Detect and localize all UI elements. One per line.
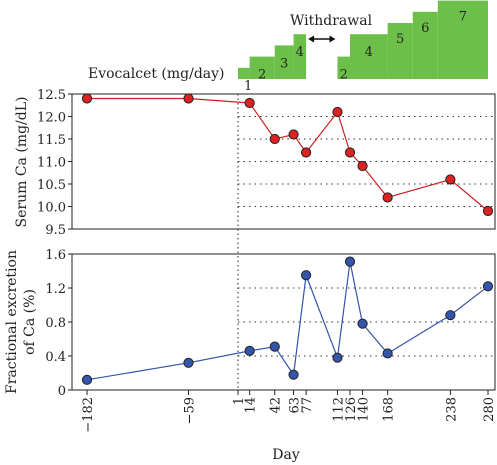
fractional-excretion-point <box>357 318 368 329</box>
top-y-tick-label: 12.0 <box>37 111 66 126</box>
fractional-excretion-line <box>86 261 489 381</box>
top-y-tick-label: 11.5 <box>37 133 66 148</box>
top-y-tick-label: 12.5 <box>37 88 66 103</box>
fractional-excretion-point <box>482 281 494 292</box>
fractional-excretion-point <box>81 374 93 385</box>
fractional-excretion-point <box>288 369 299 380</box>
x-tick-label: 280 <box>482 397 497 422</box>
fractional-excretion-point <box>382 348 393 359</box>
fractional-excretion-point <box>344 256 356 267</box>
x-tick-label: 168 <box>382 397 397 422</box>
dose-step <box>238 67 250 79</box>
dose-step <box>412 11 438 79</box>
withdrawal-arrow-right-icon <box>329 35 336 43</box>
top-y-tick-label: 10.0 <box>37 201 66 216</box>
dose-step-label: 2 <box>258 68 266 83</box>
bottom-y-tick-label: 0 <box>58 384 66 399</box>
dose-step <box>337 56 351 79</box>
fractional-excretion-point <box>244 345 255 356</box>
serum-ca-point <box>357 160 368 172</box>
dose-step-label: 2 <box>340 68 348 83</box>
serum-ca-point <box>445 174 456 185</box>
fractional-excretion-point <box>269 341 280 352</box>
fractional-excretion-point <box>301 270 312 281</box>
bottom-y-axis-label-line2: of Ca (%) <box>22 289 38 355</box>
dose-step <box>293 34 307 79</box>
withdrawal-arrow-left-icon <box>308 35 315 43</box>
serum-ca-point <box>382 192 393 203</box>
withdrawal-label: Withdrawal <box>290 13 373 29</box>
serum-ca-point <box>301 147 312 158</box>
dosing-label: Evocalcet (mg/day) <box>88 66 225 82</box>
dose-step-label: 6 <box>421 21 429 36</box>
top-y-ticks: 9.5 10.0 10.5 11.0 11.5 12.0 12.5 <box>37 88 72 238</box>
x-tick-label: 112 <box>331 397 346 422</box>
dose-step <box>274 45 294 79</box>
serum-ca-point <box>269 133 280 145</box>
top-gridlines <box>238 116 495 207</box>
x-tick-label: 42 <box>269 397 284 414</box>
dose-step-label: 4 <box>365 45 373 60</box>
dose-step-label: 4 <box>296 45 304 60</box>
serum-ca-point <box>482 205 494 217</box>
x-tick-label: 14 <box>244 397 259 414</box>
x-tick-label: 140 <box>357 397 372 422</box>
dose-step <box>387 23 413 79</box>
serum-ca-point <box>244 97 255 109</box>
bottom-y-tick-label: 0.4 <box>45 350 66 365</box>
x-tick-label: 77 <box>300 397 315 414</box>
serum-ca-point <box>288 129 299 140</box>
fractional-excretion-point <box>445 310 456 321</box>
serum-ca-series <box>81 93 494 217</box>
top-y-axis-label: Serum Ca (mg/dL) <box>14 97 30 228</box>
x-tick-label: 1 <box>232 397 247 405</box>
dose-step-label: 1 <box>244 79 252 94</box>
x-tick-label: −59 <box>182 397 197 424</box>
dose-step <box>350 34 388 79</box>
top-y-tick-label: 11.0 <box>37 156 66 171</box>
serum-ca-line <box>87 97 489 212</box>
top-y-tick-label: 9.5 <box>45 223 66 238</box>
top-y-tick-label: 10.5 <box>37 178 66 193</box>
dose-step <box>437 0 488 80</box>
bottom-y-axis-label-line1: Fractional excretion <box>4 250 20 394</box>
dose-step-label: 3 <box>280 56 288 71</box>
serum-ca-point <box>344 147 356 158</box>
fractional-excretion-series <box>81 256 494 385</box>
serum-ca-point <box>332 106 343 118</box>
serum-ca-point <box>81 93 93 104</box>
dose-step <box>249 56 275 79</box>
x-tick-label: 126 <box>344 397 359 422</box>
bottom-y-ticks: 0 0.4 0.8 1.2 1.6 <box>45 248 72 399</box>
x-axis-label: Day <box>272 447 300 463</box>
dose-step-label: 5 <box>396 32 404 47</box>
x-tick-label: −182 <box>81 397 96 433</box>
bottom-y-tick-label: 1.2 <box>45 282 66 297</box>
bottom-y-tick-label: 1.6 <box>45 248 66 263</box>
serum-ca-point <box>183 93 194 104</box>
x-tick-label: 238 <box>444 397 459 422</box>
dose-step-label: 7 <box>459 10 467 25</box>
x-tick-label: 63 <box>288 397 303 414</box>
fractional-excretion-point <box>183 357 194 368</box>
fractional-excretion-point <box>332 352 343 363</box>
bottom-y-tick-label: 0.8 <box>45 316 66 331</box>
